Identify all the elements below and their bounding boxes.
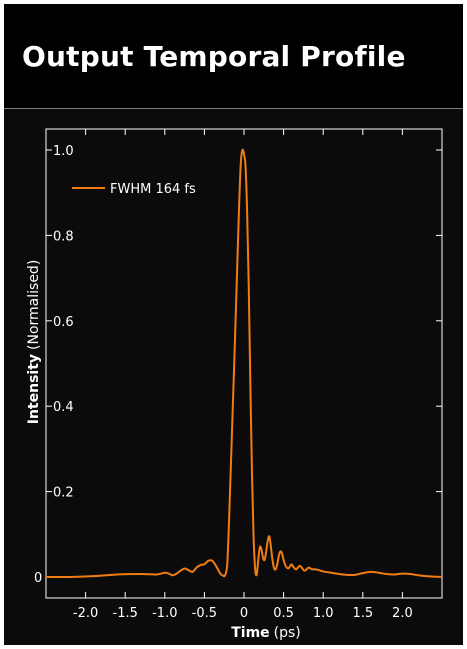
plot-frame [45, 128, 443, 599]
y-tick-label: 0.6 [53, 315, 74, 330]
tick-label-group: -2.0 -1.5 -1.0 -0.5 0 0.5 1.0 1.5 2.0 0 0.2 0.4 0.6 0… [34, 144, 413, 621]
title-separator [4, 108, 463, 109]
y-axis-label: Intensity (Normalised) [26, 260, 42, 425]
y-tick-label: 0.4 [53, 400, 74, 415]
x-axis-label-unit: (ps) [274, 625, 301, 641]
x-axis-label: Time (ps) [231, 625, 301, 641]
x-tick-label: 0.5 [273, 606, 294, 621]
y-tick-label: 0 [34, 571, 42, 586]
x-tick-label: 1.5 [352, 606, 373, 621]
x-tick-label: -1.5 [113, 606, 138, 621]
y-tick-label: 0.2 [53, 486, 74, 501]
x-tick-label: -0.5 [192, 606, 217, 621]
x-tick-label: -2.0 [73, 606, 98, 621]
x-tick-label: 1.0 [313, 606, 334, 621]
y-axis-label-unit: (Normalised) [26, 260, 42, 350]
chart-panel: Output Temporal Profile [4, 4, 463, 645]
tick-group [46, 129, 442, 598]
chart-title: Output Temporal Profile [22, 39, 406, 73]
y-tick-label: 0.8 [53, 229, 74, 244]
y-axis-label-name: Intensity [26, 354, 42, 424]
x-tick-label: -1.0 [152, 606, 177, 621]
series-line-fwhm [45, 148, 443, 579]
y-tick-label: 1.0 [53, 144, 74, 159]
legend-label: FWHM 164 fs [110, 182, 196, 197]
x-tick-label: 2.0 [392, 606, 413, 621]
x-axis-label-name: Time [231, 625, 269, 641]
title-bar: Output Temporal Profile [4, 4, 463, 108]
x-tick-label: 0 [240, 606, 248, 621]
